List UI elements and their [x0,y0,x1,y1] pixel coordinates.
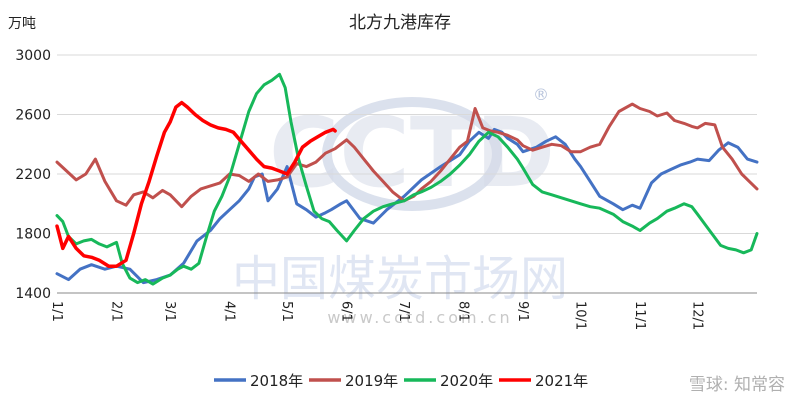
x-axis: 1/1 2/1 3/1 4/1 5/1 6/1 7/1 8/1 9/1 10/1 11/1 12/1 [49,292,757,330]
watermark-registered-mark: ® [533,85,549,104]
series-line [55,72,759,286]
y-tick-label: 3000 [15,48,51,64]
x-tick-label: 3/1 [162,301,177,322]
x-tick-label: 1/1 [49,301,64,322]
source-badge: 雪球: 知常容 [689,375,785,395]
series-line [55,100,337,268]
x-tick-label: 4/1 [222,301,237,322]
x-tick-label: 5/1 [279,301,294,322]
series-line [55,127,759,285]
legend-label: 2020年 [440,372,493,390]
cctd-watermark: CCTD ® 中国煤炭市场网 www.cctd.com.cn [232,85,568,327]
legend: 2018年 2019年 2020年 2021年 [214,372,588,390]
y-tick-labels: 1400 1800 2200 2600 3000 [15,48,51,302]
chart-title: 北方九港库存 [349,13,451,33]
legend-label: 2021年 [535,372,588,390]
y-axis-label: 万吨 [8,16,36,32]
x-tick-label: 6/1 [339,301,354,322]
watermark-url: www.cctd.com.cn [327,308,512,327]
x-tick-label: 11/1 [632,301,647,330]
y-tick-label: 2200 [15,167,51,183]
x-tick-label: 7/1 [396,301,411,322]
series-line [55,102,759,209]
y-tick-label: 1800 [15,227,51,243]
x-tick-label: 12/1 [690,301,705,330]
x-tick-label: 2/1 [108,301,123,322]
x-tick-label: 8/1 [456,301,471,322]
legend-label: 2018年 [250,372,303,390]
series-lines [55,72,759,286]
x-tick-label: 10/1 [573,301,588,330]
x-tick-label: 9/1 [515,301,530,322]
y-tick-label: 1400 [15,286,51,302]
y-tick-label: 2600 [15,108,51,124]
legend-label: 2019年 [345,372,398,390]
watermark-chinese: 中国煤炭市场网 [232,251,568,307]
